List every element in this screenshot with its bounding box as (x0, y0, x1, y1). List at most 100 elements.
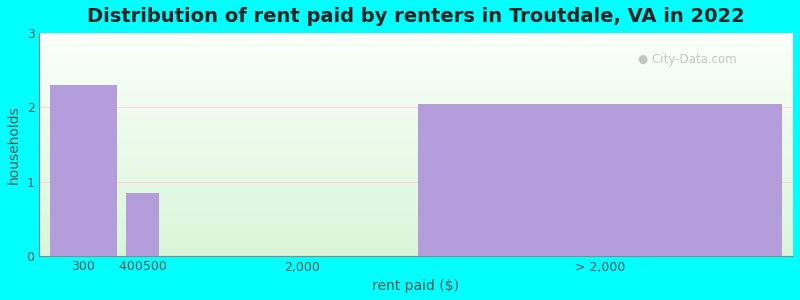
Bar (38, 129, 793, 131)
Bar (38, 147, 793, 149)
Bar (38, 245, 793, 248)
Bar (38, 203, 793, 205)
Bar (38, 46, 793, 49)
Bar (38, 200, 793, 203)
Bar (38, 163, 793, 165)
Bar (38, 236, 793, 239)
Bar (38, 58, 793, 60)
Bar (38, 107, 793, 109)
Bar (50, 85, 117, 256)
Bar (38, 152, 793, 154)
Bar (38, 118, 793, 120)
Bar (38, 189, 793, 192)
Bar (38, 113, 793, 116)
Bar (38, 145, 793, 147)
Bar (38, 33, 793, 35)
Bar (38, 127, 793, 129)
Bar (38, 87, 793, 89)
Bar (38, 82, 793, 84)
Bar (38, 252, 793, 254)
Bar (38, 38, 793, 40)
Bar (38, 67, 793, 69)
Bar (38, 149, 793, 152)
Bar (38, 241, 793, 243)
Bar (38, 42, 793, 44)
Bar (38, 84, 793, 87)
Bar (38, 78, 793, 80)
Bar (38, 225, 793, 227)
Bar (38, 176, 793, 178)
Bar (38, 62, 793, 64)
Bar (38, 196, 793, 198)
Bar (38, 254, 793, 256)
Bar (38, 122, 793, 124)
Bar (38, 64, 793, 67)
Bar (38, 111, 793, 113)
Bar (38, 209, 793, 212)
Bar (38, 91, 793, 93)
Bar (38, 230, 793, 232)
Bar (38, 218, 793, 220)
Bar (38, 44, 793, 46)
Bar (38, 216, 793, 218)
Bar (38, 104, 793, 107)
Bar (38, 69, 793, 71)
Bar (38, 192, 793, 194)
Bar (38, 53, 793, 56)
Bar (38, 183, 793, 185)
Bar (38, 35, 793, 38)
Bar (38, 220, 793, 223)
Bar (38, 134, 793, 136)
Bar (38, 172, 793, 174)
Bar (38, 51, 793, 53)
Bar (38, 187, 793, 189)
Bar (38, 80, 793, 82)
Bar (38, 40, 793, 42)
Bar (38, 71, 793, 73)
Bar (38, 167, 793, 169)
Bar (38, 98, 793, 100)
Bar (38, 227, 793, 230)
Bar (38, 156, 793, 158)
Bar (38, 214, 793, 216)
X-axis label: rent paid ($): rent paid ($) (372, 279, 459, 293)
Bar (38, 248, 793, 250)
Bar (38, 142, 793, 145)
Bar (38, 73, 793, 76)
Bar (38, 116, 793, 118)
Bar (38, 194, 793, 196)
Bar (38, 223, 793, 225)
Bar (38, 212, 793, 214)
Bar (38, 205, 793, 207)
Bar (38, 198, 793, 200)
Y-axis label: households: households (7, 105, 21, 184)
Bar (38, 76, 793, 78)
Bar (38, 232, 793, 234)
Bar (38, 109, 793, 111)
Bar (38, 169, 793, 172)
Bar (38, 120, 793, 122)
Bar (38, 238, 793, 241)
Bar (38, 165, 793, 167)
Bar (38, 207, 793, 209)
Title: Distribution of rent paid by renters in Troutdale, VA in 2022: Distribution of rent paid by renters in … (87, 7, 745, 26)
Bar (38, 102, 793, 104)
Bar (38, 250, 793, 252)
Bar (38, 93, 793, 96)
Bar (38, 124, 793, 127)
Bar (38, 96, 793, 98)
Bar (38, 138, 793, 140)
Bar (38, 158, 793, 160)
Bar (418, 104, 782, 256)
Bar (38, 234, 793, 236)
Bar (38, 154, 793, 156)
Bar (38, 140, 793, 142)
Text: ● City-Data.com: ● City-Data.com (638, 53, 737, 66)
Bar (38, 60, 793, 62)
Bar (38, 56, 793, 58)
Bar (38, 136, 793, 138)
Bar (38, 180, 793, 183)
Bar (38, 131, 793, 134)
Bar (38, 178, 793, 180)
Bar (38, 174, 793, 176)
